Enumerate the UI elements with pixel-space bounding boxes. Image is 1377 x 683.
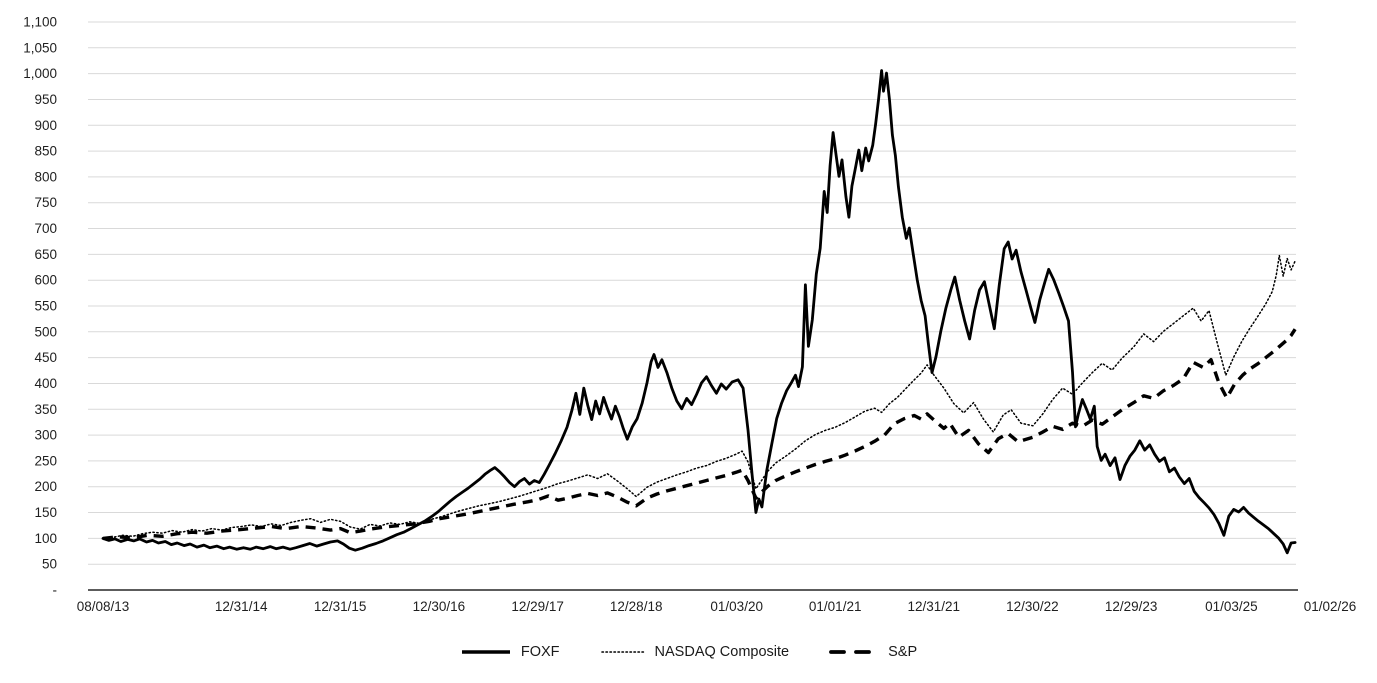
legend-label-nasdaq: NASDAQ Composite	[654, 644, 790, 660]
y-tick-label: 1,000	[23, 66, 57, 81]
y-tick-label: 800	[34, 169, 57, 184]
y-tick-label: 850	[34, 144, 57, 159]
x-tick-label: 12/28/18	[610, 599, 663, 614]
legend-label-foxf: FOXF	[520, 644, 560, 660]
y-tick-label: 450	[34, 350, 57, 365]
y-tick-label: 700	[34, 221, 57, 236]
y-tick-label: 400	[34, 376, 57, 391]
x-tick-label: 12/31/21	[908, 599, 961, 614]
legend-label-sp: S&P	[888, 644, 918, 660]
y-tick-label: 500	[34, 324, 57, 339]
y-tick-label: 950	[34, 92, 57, 107]
y-tick-label: 650	[34, 247, 57, 262]
y-tick-label: 750	[34, 195, 57, 210]
series-line-foxf	[101, 69, 1297, 555]
x-tick-label: 01/03/25	[1205, 599, 1258, 614]
x-axis-labels: 08/08/13 12/31/14 12/31/15 12/30/16 12/29/17…	[77, 599, 1357, 614]
y-tick-label: 900	[34, 118, 57, 133]
x-tick-label: 12/31/14	[215, 599, 268, 614]
x-tick-label: 12/31/15	[314, 599, 367, 614]
foxf-line-sample-icon	[461, 650, 510, 654]
y-axis-labels: 1,100 1,050 1,000 950 900 850 800 750 700 650 600 5…	[23, 15, 57, 598]
series-line-nasdaq-composite	[102, 254, 1296, 540]
x-tick-label: 12/30/22	[1006, 599, 1059, 614]
y-tick-label: 350	[34, 402, 57, 417]
nasdaq-line-sample-icon	[600, 651, 645, 653]
series-line-s-p	[102, 328, 1297, 541]
plot-area: 1,100 1,050 1,000 950 900 850 800 750 700 650 600 5…	[23, 15, 1357, 615]
y-tick-label: 1,050	[23, 40, 57, 55]
legend-item-sp: S&P	[829, 644, 917, 660]
x-tick-label: 08/08/13	[77, 599, 130, 614]
y-tick-label: 100	[34, 531, 57, 546]
y-tick-label: 550	[34, 299, 57, 314]
x-tick-label: 12/29/17	[511, 599, 564, 614]
x-tick-label: 12/29/23	[1105, 599, 1158, 614]
x-tick-label: 01/03/20	[710, 599, 763, 614]
y-tick-label: 50	[42, 557, 57, 572]
legend-item-nasdaq: NASDAQ Composite	[600, 644, 790, 660]
y-tick-label: 1,100	[23, 15, 57, 30]
x-tick-label: 01/02/26	[1304, 599, 1357, 614]
legend-item-foxf: FOXF	[460, 644, 560, 660]
y-tick-label: 300	[34, 428, 57, 443]
x-tick-label: 01/01/21	[809, 599, 862, 614]
y-tick-label: 150	[34, 505, 57, 520]
gridlines	[88, 21, 1296, 565]
y-tick-label: 250	[34, 453, 57, 468]
sp-line-sample-icon	[829, 650, 880, 654]
chart-legend: FOXF NASDAQ Composite S&P	[0, 644, 1377, 660]
y-tick-label: -	[53, 583, 58, 598]
x-tick-label: 12/30/16	[413, 599, 466, 614]
y-tick-label: 600	[34, 273, 57, 288]
y-tick-label: 200	[34, 479, 57, 494]
